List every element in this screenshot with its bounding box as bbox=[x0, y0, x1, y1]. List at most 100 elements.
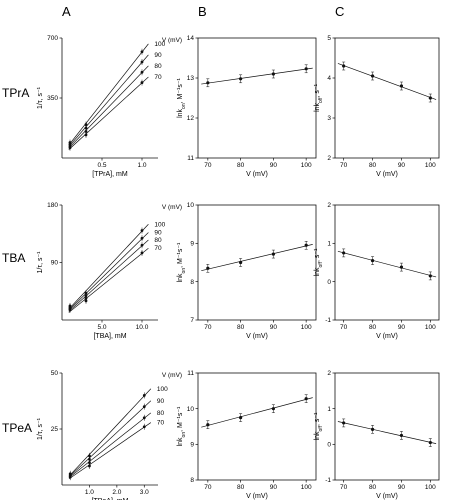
data-point bbox=[370, 74, 375, 78]
y-tick-label: 8 bbox=[190, 477, 194, 484]
x-axis-label: V (mV) bbox=[376, 493, 398, 500]
legend-title: V (mV) bbox=[162, 204, 182, 211]
trend-line bbox=[201, 67, 313, 85]
series-label-100: 100 bbox=[154, 221, 165, 228]
y-tick-label: 11 bbox=[187, 370, 194, 377]
x-tick-label: 70 bbox=[204, 162, 212, 169]
x-tick-label: 0.5 bbox=[97, 162, 106, 169]
y-tick-label: 13 bbox=[187, 75, 195, 82]
x-axis-label: V (mV) bbox=[376, 171, 398, 178]
x-tick-label: 90 bbox=[398, 484, 406, 491]
panel-label-a: A bbox=[62, 4, 71, 19]
y-axis-label: lnkoff, s⁻¹ bbox=[314, 412, 324, 441]
x-tick-label: 80 bbox=[369, 162, 377, 169]
data-point bbox=[370, 427, 375, 431]
fit-line-100 bbox=[68, 43, 149, 146]
data-point bbox=[304, 243, 308, 247]
data-point bbox=[428, 274, 432, 278]
fit-line-70 bbox=[68, 422, 152, 480]
series-label-100: 100 bbox=[154, 41, 165, 48]
panel-label-c: C bbox=[335, 4, 344, 19]
x-tick-label: 90 bbox=[270, 162, 278, 169]
x-tick-label: 80 bbox=[369, 484, 377, 491]
y-tick-label: 0 bbox=[327, 279, 331, 286]
y-tick-label: -1 bbox=[325, 317, 331, 324]
x-tick-label: 100 bbox=[301, 162, 312, 169]
x-tick-label: 80 bbox=[237, 324, 245, 331]
x-tick-label: 10.0 bbox=[136, 324, 149, 331]
data-point bbox=[399, 265, 404, 269]
y-tick-label: 14 bbox=[187, 35, 195, 42]
x-tick-label: 90 bbox=[270, 484, 278, 491]
y-tick-label: 90 bbox=[51, 260, 59, 267]
y-tick-label: 350 bbox=[47, 95, 58, 102]
chart-b-tba: 70 80 90 100 7 8 9 10 V (mV) bbox=[187, 202, 317, 340]
y-tick-label: 7 bbox=[190, 317, 194, 324]
x-tick-label: 70 bbox=[204, 484, 212, 491]
data-point bbox=[342, 64, 346, 68]
y-tick-label: 0 bbox=[327, 442, 331, 449]
fit-line-80 bbox=[68, 412, 152, 479]
y-tick-label: 11 bbox=[187, 155, 194, 162]
y-tick-label: -1 bbox=[325, 477, 331, 484]
x-tick-label: 90 bbox=[398, 162, 406, 169]
x-tick-label: 80 bbox=[237, 162, 245, 169]
x-axis-label: V (mV) bbox=[246, 333, 268, 340]
y-axis-label: lnkon, M⁻¹s⁻¹ bbox=[177, 242, 187, 282]
data-point bbox=[304, 397, 308, 401]
trend-line bbox=[201, 244, 313, 272]
series-label-90: 90 bbox=[154, 229, 162, 236]
trend-line bbox=[337, 421, 437, 444]
data-point bbox=[206, 81, 210, 85]
x-tick-label: 100 bbox=[425, 484, 436, 491]
row-label-tpra: TPrA bbox=[2, 86, 29, 100]
y-tick-label: 8 bbox=[190, 279, 194, 286]
series-label-80: 80 bbox=[154, 63, 162, 70]
y-tick-label: 3 bbox=[327, 115, 331, 122]
series-label-70: 70 bbox=[154, 245, 162, 252]
series-label-70: 70 bbox=[157, 420, 165, 427]
y-tick-label: 1 bbox=[327, 406, 331, 413]
y-axis-label: lnkon, M⁻¹s⁻¹ bbox=[177, 77, 187, 117]
series-label-80: 80 bbox=[157, 410, 165, 417]
fit-line-80 bbox=[68, 239, 149, 312]
x-tick-label: 70 bbox=[204, 324, 212, 331]
x-tick-label: 5.0 bbox=[97, 324, 106, 331]
y-tick-label: 1 bbox=[327, 241, 331, 248]
y-tick-label: 50 bbox=[51, 370, 59, 377]
y-axis-label: 1/τ, s⁻¹ bbox=[37, 86, 44, 109]
data-point bbox=[342, 251, 346, 255]
chart-c-tpra: 70 80 90 100 2 3 4 5 V (mV) bbox=[327, 35, 440, 178]
y-tick-label: 25 bbox=[51, 426, 59, 433]
y-axis-label: 1/τ, s⁻¹ bbox=[37, 251, 44, 274]
y-tick-label: 2 bbox=[327, 202, 331, 209]
chart-c-tba: 70 80 90 100 -1 0 1 2 V (mV) bbox=[325, 202, 440, 340]
data-point bbox=[370, 258, 375, 263]
y-tick-label: 10 bbox=[187, 202, 195, 209]
x-tick-label: 100 bbox=[301, 324, 312, 331]
x-tick-label: 70 bbox=[340, 324, 348, 331]
series-label-100: 100 bbox=[157, 386, 168, 393]
y-tick-label: 9 bbox=[190, 442, 194, 449]
y-tick-label: 180 bbox=[47, 202, 58, 209]
data-point bbox=[399, 84, 404, 88]
x-axis-label: V (mV) bbox=[246, 493, 268, 500]
data-point bbox=[271, 252, 275, 256]
plot-frame bbox=[334, 37, 440, 159]
trend-line bbox=[337, 250, 437, 278]
x-tick-label: 70 bbox=[340, 162, 348, 169]
series-label-80: 80 bbox=[154, 237, 162, 244]
y-axis-label: lnkoff, s⁻¹ bbox=[314, 83, 324, 112]
x-tick-label: 2.0 bbox=[112, 489, 121, 496]
trend-line bbox=[337, 63, 437, 100]
data-point bbox=[271, 72, 275, 76]
plot-frame bbox=[197, 204, 317, 321]
y-axis-label: 1/τ, s⁻¹ bbox=[37, 417, 44, 440]
row-label-tba: TBA bbox=[2, 251, 25, 265]
y-axis-label: lnkoff, s⁻¹ bbox=[314, 248, 324, 277]
data-point bbox=[206, 423, 210, 427]
fit-line-80 bbox=[68, 65, 149, 149]
fit-line-100 bbox=[68, 224, 149, 310]
x-axis-label: [TBA], mM bbox=[93, 333, 126, 340]
